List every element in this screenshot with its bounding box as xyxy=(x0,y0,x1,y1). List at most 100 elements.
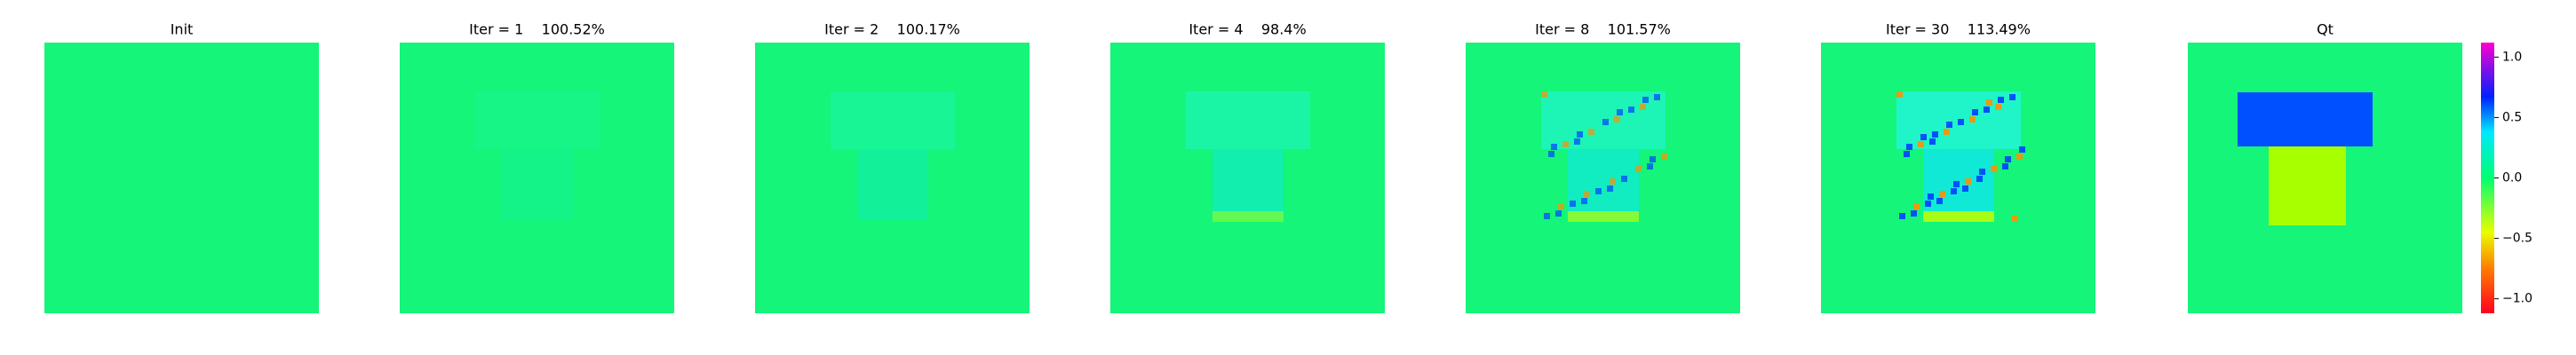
region-bottom xyxy=(502,149,573,220)
region-top xyxy=(1186,91,1310,149)
panel-image xyxy=(400,43,674,313)
panel-title: Iter = 1 100.52% xyxy=(469,21,605,38)
noise-pixel xyxy=(1551,144,1557,150)
noise-pixel xyxy=(1577,131,1583,138)
noise-pixel xyxy=(1972,109,1978,115)
region-top xyxy=(475,91,600,149)
panel-title: Init xyxy=(171,21,194,38)
noise-pixel xyxy=(1913,203,1920,209)
noise-pixel xyxy=(2005,156,2011,162)
noise-pixel xyxy=(1995,104,2001,110)
noise-pixel xyxy=(1991,166,1997,172)
image-background xyxy=(755,43,1030,313)
noise-pixel xyxy=(1595,188,1602,194)
panel-image xyxy=(755,43,1030,313)
noise-pixel xyxy=(1581,198,1587,204)
panel-title: Iter = 2 100.17% xyxy=(824,21,960,38)
region-top xyxy=(831,91,955,149)
noise-pixel xyxy=(1607,185,1613,192)
noise-pixel xyxy=(2009,94,2015,100)
noise-pixel xyxy=(1976,176,1983,182)
noise-pixel xyxy=(1939,191,1945,197)
noise-pixel xyxy=(2016,154,2023,160)
noise-pixel xyxy=(1610,178,1616,185)
region-top xyxy=(2238,92,2373,146)
region-edge xyxy=(1212,211,1284,222)
noise-pixel xyxy=(1928,193,1934,200)
panel-image xyxy=(44,43,319,313)
noise-pixel xyxy=(1920,134,1927,140)
noise-pixel xyxy=(1650,156,1656,162)
noise-pixel xyxy=(1558,203,1564,209)
noise-pixel xyxy=(1896,91,1903,98)
panel-title: Iter = 4 98.4% xyxy=(1189,21,1306,38)
noise-pixel xyxy=(2012,216,2018,222)
noise-pixel xyxy=(1642,97,1649,103)
noise-pixel xyxy=(1925,201,1931,207)
noise-pixel xyxy=(1574,138,1580,145)
colorbar-tick-label: −1.0 xyxy=(2502,292,2532,306)
region-bottom xyxy=(857,149,928,220)
noise-pixel xyxy=(1548,151,1554,157)
noise-pixel xyxy=(1953,181,1960,187)
noise-pixel xyxy=(1647,163,1653,170)
noise-pixel xyxy=(1654,94,1660,100)
noise-pixel xyxy=(1946,122,1952,128)
colorbar-tick-label: 0.5 xyxy=(2502,110,2522,124)
region-bottom xyxy=(1212,149,1284,220)
noise-pixel xyxy=(1614,116,1620,122)
panel-image xyxy=(1821,43,2095,313)
panel-image xyxy=(2188,43,2462,313)
noise-pixel xyxy=(1617,109,1623,115)
noise-pixel xyxy=(1584,191,1590,197)
panel-image xyxy=(1466,43,1740,313)
panel-title: Qt xyxy=(2317,21,2334,38)
panel-title: Iter = 30 113.49% xyxy=(1886,21,2031,38)
image-background xyxy=(400,43,674,313)
noise-pixel xyxy=(1562,141,1569,147)
noise-pixel xyxy=(2002,163,2008,170)
noise-pixel xyxy=(1640,104,1646,110)
region-bottom xyxy=(2269,146,2346,225)
noise-pixel xyxy=(1965,178,1971,185)
noise-pixel xyxy=(1588,129,1594,135)
noise-pixel xyxy=(1911,210,1917,217)
noise-pixel xyxy=(1984,106,1990,113)
noise-pixel xyxy=(1661,154,1667,160)
noise-pixel xyxy=(1958,119,1964,125)
noise-pixel xyxy=(1962,185,1968,192)
noise-pixel xyxy=(2019,146,2025,153)
panel-title: Iter = 8 101.57% xyxy=(1535,21,1671,38)
colorbar-tick-label: 1.0 xyxy=(2502,50,2522,64)
region-edge xyxy=(1923,211,1994,222)
image-background xyxy=(44,43,319,313)
noise-pixel xyxy=(1936,198,1943,204)
noise-pixel xyxy=(1969,116,1976,122)
noise-pixel xyxy=(1998,97,2004,103)
noise-pixel xyxy=(1621,176,1627,182)
noise-pixel xyxy=(1929,138,1936,145)
noise-pixel xyxy=(1544,213,1550,219)
region-bottom xyxy=(1568,149,1639,220)
panel-image xyxy=(1110,43,1385,313)
noise-pixel xyxy=(1944,129,1950,135)
noise-pixel xyxy=(1951,188,1957,194)
noise-pixel xyxy=(1904,151,1910,157)
colorbar-tick-label: −0.5 xyxy=(2502,232,2532,246)
noise-pixel xyxy=(1628,106,1634,113)
colorbar-tick-label: 0.0 xyxy=(2502,171,2522,185)
noise-pixel xyxy=(1635,166,1642,172)
noise-pixel xyxy=(1906,144,1912,150)
noise-pixel xyxy=(1541,91,1547,98)
noise-pixel xyxy=(1555,210,1562,217)
region-edge xyxy=(1568,211,1639,222)
noise-pixel xyxy=(1986,99,1992,106)
noise-pixel xyxy=(1899,213,1905,219)
noise-pixel xyxy=(1602,119,1609,125)
colorbar xyxy=(2481,43,2494,313)
noise-pixel xyxy=(1932,131,1938,138)
noise-pixel xyxy=(1979,169,1985,175)
noise-pixel xyxy=(1918,141,1924,147)
noise-pixel xyxy=(1570,201,1576,207)
